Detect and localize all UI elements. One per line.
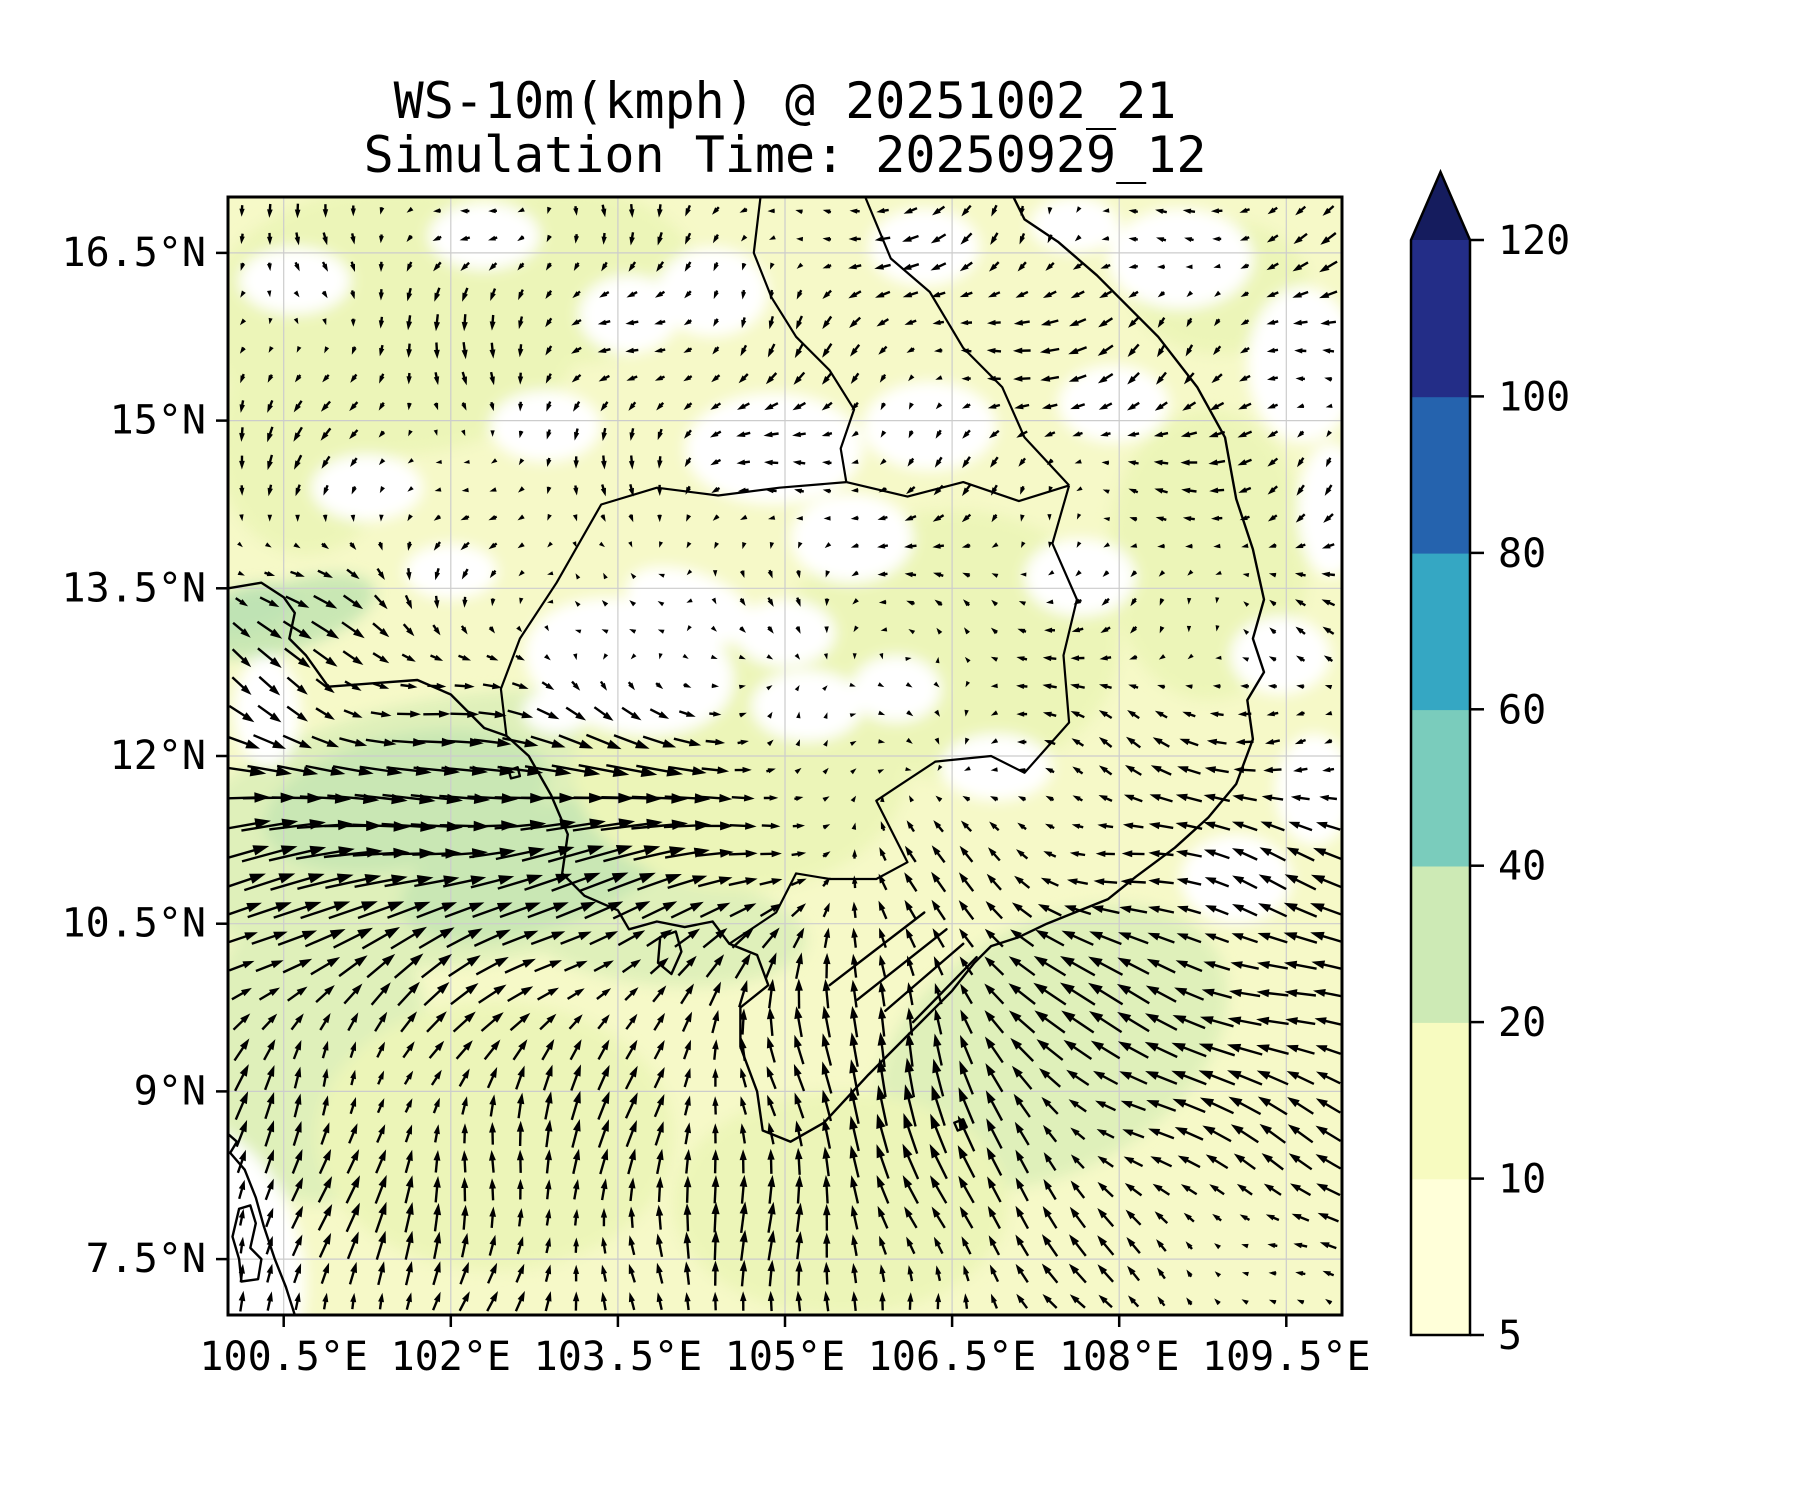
x-axis: 100.5°E 102°E 103.5°E 105°E 106.5°E 108°E 109.… [199, 1315, 1371, 1380]
wind-arrows [228, 203, 1342, 1312]
x-tick-label: 108°E [1059, 1334, 1179, 1380]
y-tick-label: 16.5°N [62, 230, 207, 276]
colorbar-tick-label: 40 [1498, 844, 1546, 890]
country-borders [499, 197, 1078, 945]
x-tick-label: 106.5°E [868, 1334, 1037, 1380]
colorbar-segment [1411, 240, 1470, 398]
colorbar: 5 10 20 40 60 80 100 120 [1409, 168, 1570, 1359]
map-gridlines [228, 197, 1342, 1315]
y-tick-label: 10.5°N [62, 901, 207, 947]
x-tick-label: 102°E [391, 1334, 511, 1380]
y-tick-label: 15°N [110, 398, 206, 444]
colorbar-tick-label: 80 [1498, 531, 1546, 577]
y-tick-label: 7.5°N [86, 1236, 206, 1282]
colorbar-over-arrow [1411, 172, 1470, 240]
colorbar-tick-label: 60 [1498, 687, 1546, 733]
colorbar-segment [1411, 1022, 1470, 1180]
x-tick-label: 105°E [725, 1334, 845, 1380]
colorbar-segment [1411, 709, 1470, 867]
y-tick-label: 13.5°N [62, 565, 207, 611]
y-tick-label: 9°N [134, 1068, 206, 1114]
x-tick-label: 100.5°E [199, 1334, 368, 1380]
map-shading [228, 197, 1342, 1315]
colorbar-tick-label: 100 [1498, 374, 1570, 420]
y-axis: 7.5°N 9°N 10.5°N 12°N 13.5°N 15°N 16.5°N [62, 230, 228, 1282]
colorbar-segment [1411, 1178, 1470, 1336]
colorbar-tick-label: 10 [1498, 1157, 1546, 1203]
colorbar-segment [1411, 552, 1470, 711]
figure-title-line2: Simulation Time: 20250929_12 [363, 126, 1207, 184]
y-tick-label: 12°N [110, 733, 206, 779]
colorbar-tick-label: 20 [1498, 1000, 1546, 1046]
colorbar-tick-label: 5 [1498, 1313, 1522, 1359]
colorbar-outline [1409, 168, 1472, 1337]
colorbar-segment [1411, 865, 1470, 1023]
colorbar-tick-label: 120 [1498, 218, 1570, 264]
x-tick-label: 109.5°E [1202, 1334, 1371, 1380]
figure-title-line1: WS-10m(kmph) @ 20251002_21 [393, 72, 1177, 130]
colorbar-segment [1411, 396, 1470, 554]
x-tick-label: 103.5°E [534, 1334, 703, 1380]
